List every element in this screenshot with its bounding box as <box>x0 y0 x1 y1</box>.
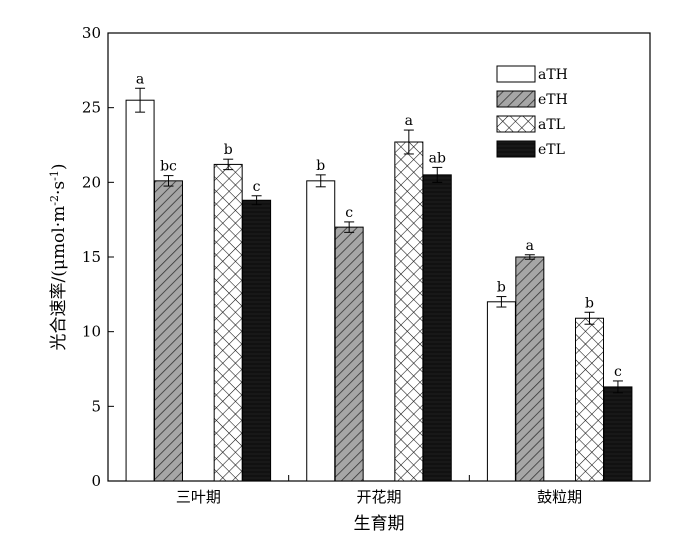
significance-label: a <box>405 113 413 129</box>
bar-aTL-0 <box>213 163 243 482</box>
x-category-label: 开花期 <box>356 488 401 506</box>
bar-eTH-0 <box>153 180 183 482</box>
y-tick-label: 15 <box>82 248 101 266</box>
legend-label: aTH <box>538 67 568 83</box>
bar-eTL-2 <box>603 386 633 482</box>
y-tick-label: 5 <box>91 397 101 415</box>
y-tick-label: 30 <box>82 24 101 42</box>
x-category-label: 鼓粒期 <box>537 488 582 506</box>
legend-label: eTL <box>538 142 565 158</box>
y-tick-label: 25 <box>82 99 101 117</box>
y-tick-label: 0 <box>91 472 101 490</box>
bar-aTH-2 <box>486 301 516 482</box>
bar-eTL-0 <box>242 199 272 482</box>
legend-label: aTL <box>538 117 565 133</box>
y-axis-title: 光合速率/(μmol·m-2·s-1) <box>48 164 70 351</box>
bar-eTH-1 <box>334 226 364 482</box>
bar-eTL-1 <box>422 174 452 482</box>
legend-swatch-aTH <box>496 65 536 83</box>
legend-swatch-eTL <box>496 140 536 158</box>
legend-swatch-aTL <box>496 115 536 133</box>
significance-label: c <box>253 179 261 195</box>
significance-label: bc <box>160 159 177 175</box>
significance-label: c <box>345 205 353 221</box>
significance-label: b <box>224 142 233 158</box>
bar-aTL-1 <box>394 141 424 482</box>
significance-label: b <box>316 158 325 174</box>
significance-label: c <box>614 364 622 380</box>
significance-label: b <box>585 295 594 311</box>
x-axis: 三叶期 开花期 鼓粒期 <box>176 475 582 506</box>
significance-label: b <box>497 280 506 296</box>
legend-swatch-eTH <box>496 90 536 108</box>
y-axis: 0 5 10 15 20 25 30 <box>82 24 114 490</box>
significance-label: a <box>526 238 534 254</box>
y-tick-label: 20 <box>82 173 101 191</box>
x-category-label: 三叶期 <box>176 488 221 506</box>
bar-aTL-2 <box>575 317 605 482</box>
legend: aTH eTH aTL eTL <box>496 65 568 158</box>
x-axis-title: 生育期 <box>354 514 405 534</box>
plot-frame <box>107 32 651 482</box>
bar-aTH-0 <box>125 99 155 482</box>
y-tick-label: 10 <box>82 323 101 341</box>
legend-label: eTH <box>538 92 568 108</box>
bar-aTH-1 <box>306 180 336 482</box>
bar-eTH-2 <box>515 256 545 482</box>
significance-label: a <box>136 71 144 87</box>
significance-label: ab <box>429 150 446 166</box>
